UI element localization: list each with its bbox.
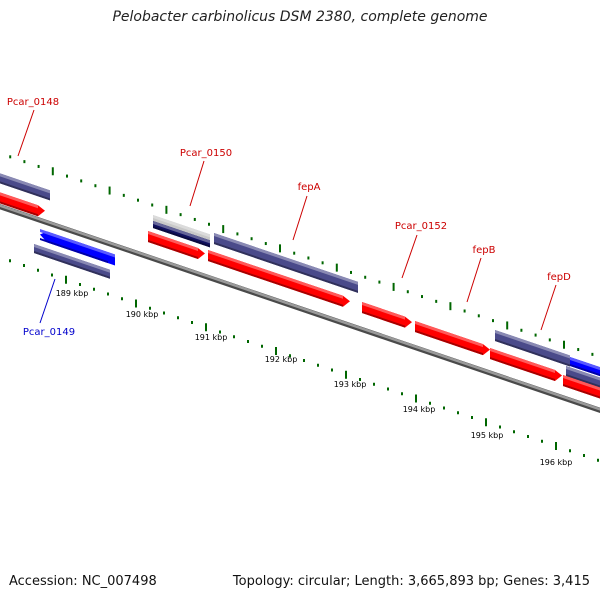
- position-label: 191 kbp: [195, 333, 228, 342]
- gene-label-layer: Pcar_0148 Pcar_0149 Pcar_0150 fepA Pcar_0152…: [7, 97, 571, 338]
- position-label: 195 kbp: [471, 431, 504, 440]
- inner-tick-ring: [9, 259, 599, 462]
- navy-block-pcar-0150: [153, 221, 210, 248]
- position-label: 193 kbp: [334, 380, 367, 389]
- gene-arrow-pcar-0149: [40, 229, 115, 266]
- gene-label-leader: [39, 278, 56, 324]
- backbone-line: [0, 204, 600, 413]
- accession-text: Accession: NC_007498: [9, 574, 157, 589]
- gene-label-fepd: fepD: [547, 272, 571, 283]
- gene-arrow-pcar-0148: [0, 192, 45, 217]
- gene-label-leader: [292, 195, 308, 241]
- gene-label-fepb: fepB: [473, 245, 496, 256]
- position-label: 190 kbp: [126, 310, 159, 319]
- slate-block-fepa: [214, 233, 358, 293]
- gene-arrow-fepd: [490, 348, 562, 382]
- position-label: 192 kbp: [265, 355, 298, 364]
- slate-block-pcar-0149: [34, 244, 110, 279]
- gene-label-leader: [540, 284, 557, 331]
- gene-arrow-right-edge-forward: [563, 375, 600, 399]
- slate-block-right-edge: [566, 366, 600, 388]
- gene-label-pcar-0148: Pcar_0148: [7, 97, 59, 108]
- map-title: Pelobacter carbinolicus DSM 2380, comple…: [112, 9, 488, 25]
- genome-summary-text: Topology: circular; Length: 3,665,893 bp…: [232, 574, 590, 589]
- gene-arrow-fepb: [415, 321, 490, 356]
- feature-track: [0, 173, 600, 399]
- gene-arrow-pcar-0152: [362, 302, 412, 328]
- position-label: 194 kbp: [403, 405, 436, 414]
- gene-label-pcar-0149: Pcar_0149: [23, 327, 75, 338]
- gene-label-leader: [17, 109, 35, 157]
- gene-label-pcar-0150: Pcar_0150: [180, 148, 232, 159]
- position-label-layer: 189 kbp 190 kbp 191 kbp 192 kbp 193 kbp 194 k…: [56, 289, 573, 467]
- position-label: 196 kbp: [540, 458, 573, 467]
- gene-arrow-pcar-0150: [148, 231, 205, 259]
- gene-arrow-right-edge: [570, 357, 600, 377]
- gene-label-fepa: fepA: [298, 182, 321, 193]
- gene-label-leader: [401, 234, 418, 279]
- slate-block-pcar-0148: [0, 173, 50, 201]
- outer-tick-ring: [9, 155, 594, 356]
- gene-arrow-fepa: [208, 250, 350, 307]
- position-label: 189 kbp: [56, 289, 89, 298]
- gene-label-leader: [466, 257, 482, 303]
- gene-label-leader: [189, 160, 205, 207]
- gene-label-pcar-0152: Pcar_0152: [395, 221, 447, 232]
- slate-block-fepd: [495, 330, 570, 367]
